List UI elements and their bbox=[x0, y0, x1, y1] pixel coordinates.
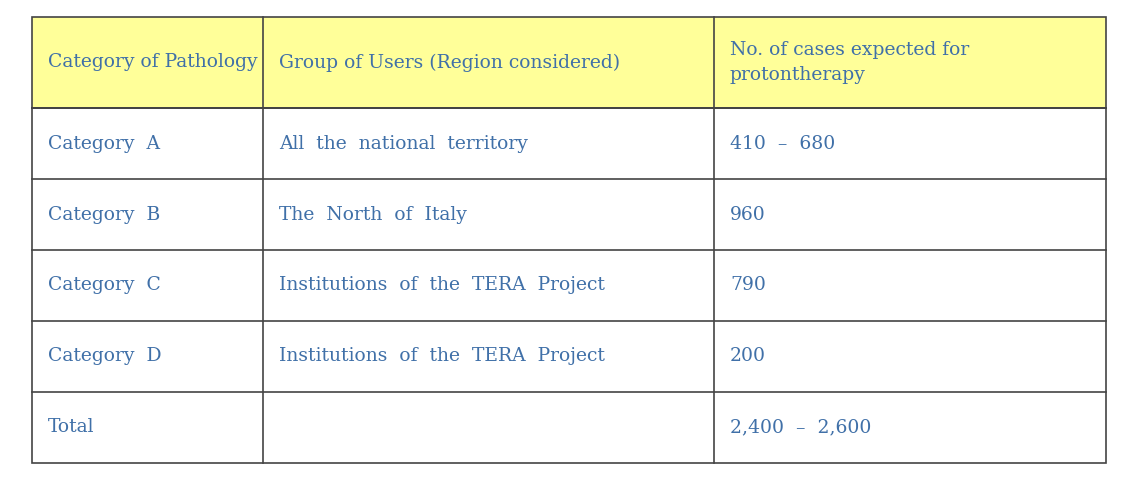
Text: Group of Users (Region considered): Group of Users (Region considered) bbox=[279, 54, 620, 72]
Bar bbox=[714, 321, 1106, 392]
Bar bbox=[32, 250, 263, 321]
Bar bbox=[32, 321, 263, 392]
Bar bbox=[32, 17, 263, 108]
Bar bbox=[714, 250, 1106, 321]
Text: 790: 790 bbox=[729, 276, 766, 294]
Bar bbox=[263, 250, 714, 321]
Bar bbox=[32, 392, 263, 463]
Bar bbox=[714, 17, 1106, 108]
Bar bbox=[263, 17, 714, 108]
Bar bbox=[263, 392, 714, 463]
Text: Category  D: Category D bbox=[48, 348, 162, 365]
Bar bbox=[32, 179, 263, 250]
Text: 200: 200 bbox=[729, 348, 766, 365]
Bar bbox=[263, 108, 714, 179]
Text: 960: 960 bbox=[729, 206, 766, 224]
Text: Institutions  of  the  TERA  Project: Institutions of the TERA Project bbox=[279, 348, 604, 365]
Bar bbox=[263, 321, 714, 392]
Text: Total: Total bbox=[48, 418, 94, 436]
Text: Category  C: Category C bbox=[48, 276, 160, 294]
Text: All  the  national  territory: All the national territory bbox=[279, 135, 528, 152]
Bar bbox=[714, 179, 1106, 250]
Bar bbox=[263, 179, 714, 250]
Text: Category of Pathology: Category of Pathology bbox=[48, 54, 257, 71]
Text: No. of cases expected for
protontherapy: No. of cases expected for protontherapy bbox=[729, 41, 970, 84]
Text: Category  A: Category A bbox=[48, 135, 159, 152]
Bar bbox=[32, 108, 263, 179]
Text: Category  B: Category B bbox=[48, 206, 160, 224]
Bar bbox=[714, 392, 1106, 463]
Text: 410  –  680: 410 – 680 bbox=[729, 135, 835, 152]
Text: Institutions  of  the  TERA  Project: Institutions of the TERA Project bbox=[279, 276, 604, 294]
Text: 2,400  –  2,600: 2,400 – 2,600 bbox=[729, 418, 872, 436]
Bar bbox=[714, 108, 1106, 179]
Text: The  North  of  Italy: The North of Italy bbox=[279, 206, 467, 224]
